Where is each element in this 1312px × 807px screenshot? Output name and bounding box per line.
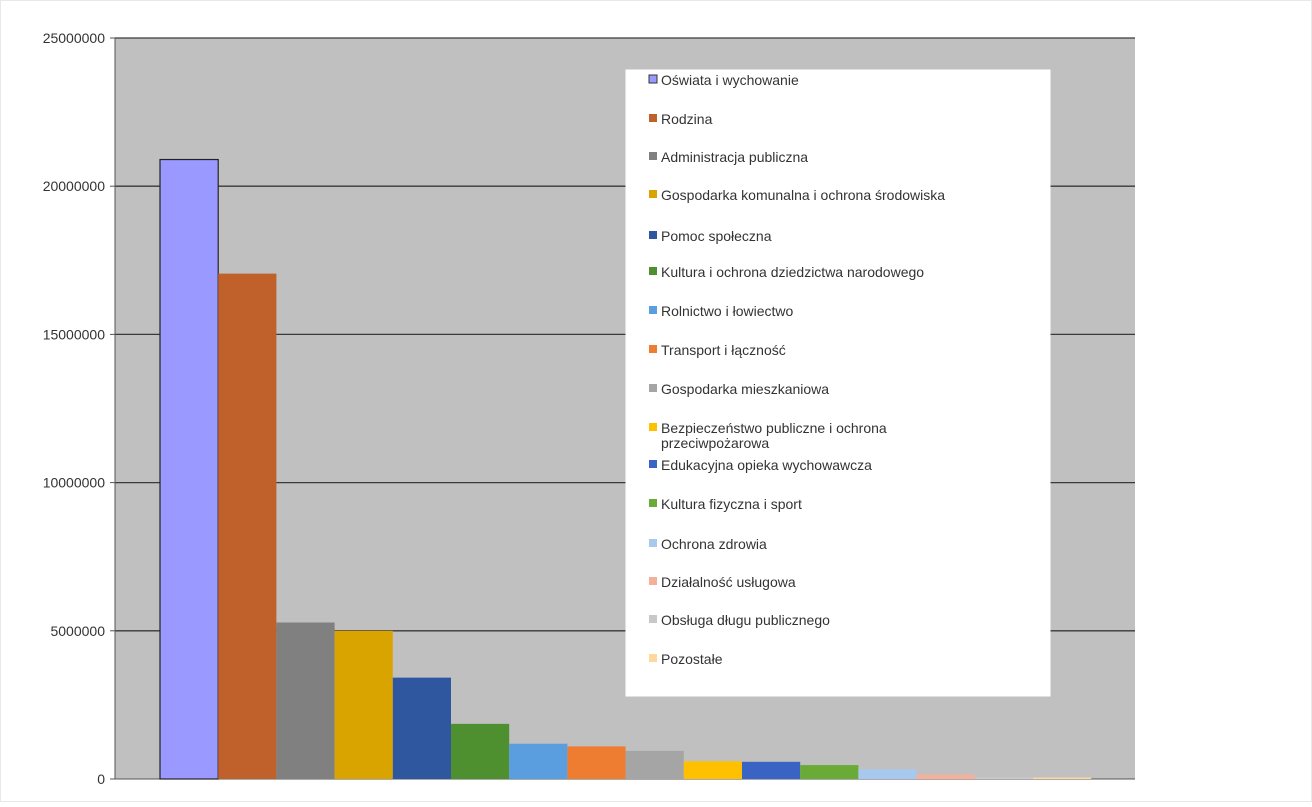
legend-swatch bbox=[648, 74, 658, 84]
legend: Oświata i wychowanie Rodzina Administracja… bbox=[625, 69, 1051, 697]
legend-label: Gospodarka mieszkaniowa bbox=[661, 381, 829, 397]
legend-label: Ochrona zdrowia bbox=[661, 536, 767, 552]
y-tick-label: 0 bbox=[97, 771, 105, 787]
y-tick-label: 10000000 bbox=[43, 475, 106, 491]
legend-swatch bbox=[649, 267, 657, 275]
bars bbox=[159, 158, 1092, 780]
legend-label: Rolnictwo i łowiectwo bbox=[661, 303, 793, 319]
legend-swatch bbox=[649, 345, 657, 353]
legend-swatch bbox=[649, 306, 657, 314]
bar-4 bbox=[334, 630, 393, 779]
legend-box bbox=[625, 69, 1051, 697]
legend-swatch bbox=[649, 460, 657, 468]
bar-15 bbox=[974, 777, 1033, 779]
legend-label: Bezpieczeństwo publiczne i ochrona przeci… bbox=[661, 420, 887, 451]
legend-label: Oświata i wychowanie bbox=[661, 72, 799, 88]
bar-7 bbox=[509, 743, 568, 779]
legend-swatch bbox=[649, 539, 657, 547]
legend-swatch bbox=[649, 231, 657, 239]
legend-swatch bbox=[649, 577, 657, 585]
legend-swatch bbox=[649, 654, 657, 662]
legend-swatch bbox=[649, 423, 657, 431]
legend-label: Kultura i ochrona dziedzictwa narodowego bbox=[661, 264, 924, 280]
bar-16 bbox=[1033, 777, 1092, 779]
legend-label: Kultura fizyczna i sport bbox=[661, 496, 802, 512]
legend-label: Gospodarka komunalna i ochrona środowisk… bbox=[661, 187, 945, 203]
legend-swatch bbox=[649, 152, 657, 160]
legend-label: Pomoc społeczna bbox=[661, 228, 772, 244]
bar-10 bbox=[683, 761, 742, 779]
bar-5 bbox=[392, 677, 451, 779]
legend-label: Administracja publiczna bbox=[661, 149, 808, 165]
legend-label: Pozostałe bbox=[661, 651, 723, 667]
y-tick-label: 25000000 bbox=[43, 30, 106, 46]
bar-6 bbox=[451, 723, 510, 779]
legend-label: Rodzina bbox=[661, 111, 713, 127]
bar-1 bbox=[159, 158, 219, 780]
bar-11 bbox=[742, 761, 801, 779]
legend-swatch bbox=[649, 384, 657, 392]
legend-swatch bbox=[649, 190, 657, 198]
bar-3 bbox=[276, 622, 335, 779]
y-tick-label: 5000000 bbox=[50, 623, 105, 639]
legend-label: Transport i łączność bbox=[661, 342, 786, 358]
legend-label: Edukacyjna opieka wychowawcza bbox=[661, 457, 872, 473]
bar-14 bbox=[916, 774, 975, 779]
legend-label: Działalność usługowa bbox=[661, 574, 796, 590]
bar-8 bbox=[567, 746, 626, 779]
y-tick-label: 15000000 bbox=[43, 326, 106, 342]
legend-swatch bbox=[649, 499, 657, 507]
bar-9 bbox=[625, 750, 684, 779]
legend-label: Obsługa długu publicznego bbox=[661, 612, 830, 628]
y-tick-label: 20000000 bbox=[43, 178, 106, 194]
bar-2 bbox=[218, 273, 277, 779]
bar-12 bbox=[800, 765, 859, 779]
legend-swatch bbox=[649, 615, 657, 623]
bar-13 bbox=[858, 769, 917, 779]
legend-swatch bbox=[649, 114, 657, 122]
